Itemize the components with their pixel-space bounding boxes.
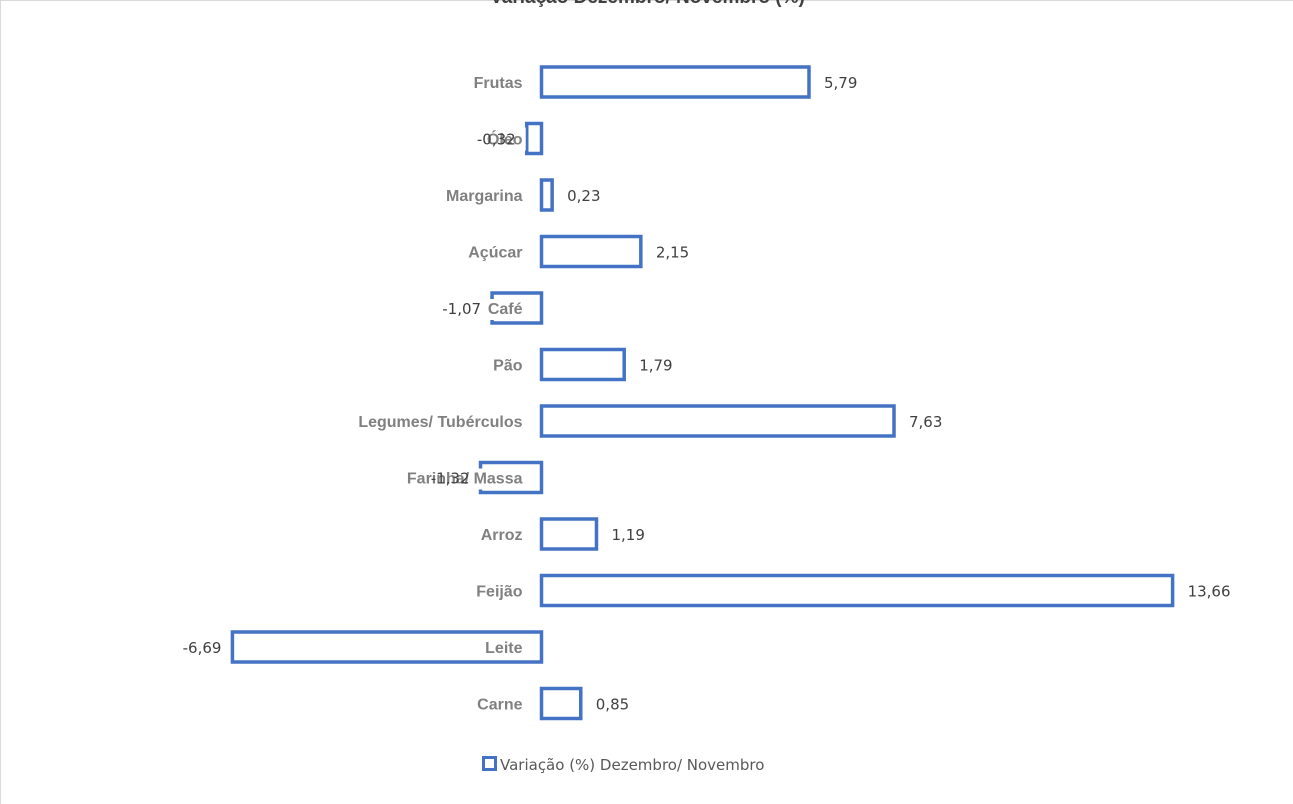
value-label: 1,19 (611, 526, 644, 544)
value-label: 2,15 (656, 244, 689, 262)
category-label-background (477, 525, 526, 546)
category-label: Farinha/ Massa (407, 471, 523, 488)
chart-title: Variação Dezembro/ Novembro (%) (1, 0, 1293, 9)
bar (524, 121, 544, 156)
category-label-background (474, 694, 526, 716)
category-label: Frutas (474, 75, 523, 92)
value-label: -1,07 (442, 300, 481, 318)
category-label: Óleo (487, 130, 523, 149)
bar (539, 686, 583, 721)
category-label-background (484, 299, 526, 320)
bar (539, 573, 1175, 608)
category-label-background (473, 581, 526, 603)
category-label: Café (488, 301, 523, 318)
category-label-background (483, 127, 526, 151)
value-label: 7,63 (909, 413, 942, 431)
value-label: 5,79 (824, 74, 857, 92)
value-label: 0,23 (567, 187, 600, 205)
category-label-background (443, 186, 526, 207)
value-label: -6,69 (183, 639, 222, 657)
value-label: 1,79 (639, 357, 672, 375)
category-label-background (465, 242, 526, 264)
bar (539, 517, 599, 551)
category-label-background (355, 412, 526, 433)
bar (539, 65, 811, 99)
category-label-background (490, 355, 526, 377)
category-label: Pão (493, 358, 523, 375)
legend: Variação (%) Dezembro/ Novembro (482, 756, 764, 774)
category-label: Feijão (476, 584, 522, 601)
category-label: Açúcar (468, 245, 522, 262)
category-label: Carne (477, 697, 522, 714)
value-label: 13,66 (1188, 583, 1231, 601)
bar (539, 404, 896, 438)
category-label: Leite (485, 640, 522, 657)
bars-layer: Frutas 5,79 Óleo-0,32 Margarina 0,23 Açúcar 2,… (183, 65, 1231, 721)
value-label: -0,32 (477, 131, 516, 149)
value-label: 0,85 (596, 696, 629, 714)
legend-label: Variação (%) Dezembro/ Novembro (500, 756, 764, 774)
category-label: Legumes/ Tubérculos (358, 414, 522, 431)
bar (539, 178, 554, 212)
category-label-background (403, 468, 526, 490)
category-label: Margarina (446, 188, 523, 205)
bar (539, 347, 626, 382)
category-label-background (482, 638, 526, 659)
value-label: -1,32 (431, 470, 470, 488)
legend-swatch (482, 756, 497, 771)
category-label: Arroz (481, 527, 523, 544)
category-label-background (470, 73, 526, 94)
bar (539, 234, 643, 269)
